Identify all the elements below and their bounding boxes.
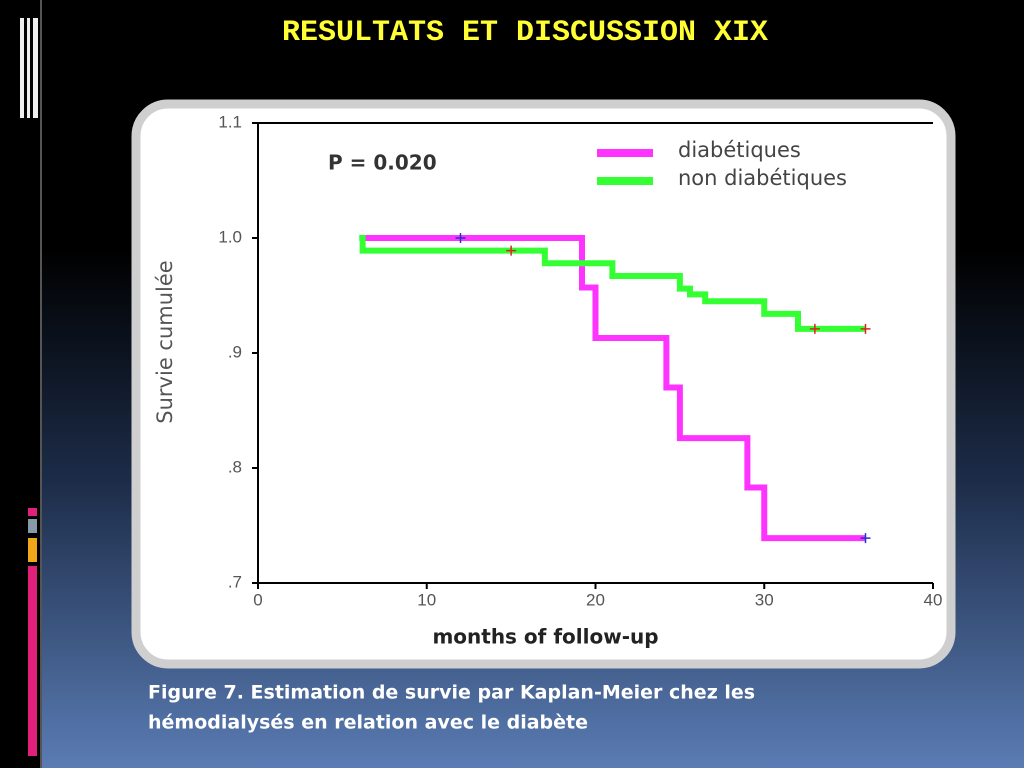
deco bbox=[28, 538, 37, 562]
censor-mark bbox=[860, 323, 871, 334]
deco-icon bbox=[20, 18, 38, 118]
slide-title: RESULTATS ET DISCUSSION XIX bbox=[282, 16, 768, 50]
annotation: P = 0.020 bbox=[328, 151, 437, 175]
chart-frame bbox=[131, 99, 956, 669]
x-tick-label: 30 bbox=[755, 590, 774, 609]
x-axis-label: months of follow-up bbox=[432, 625, 658, 649]
deco bbox=[28, 566, 37, 756]
x-tick-label: 0 bbox=[253, 590, 262, 609]
deco bbox=[28, 508, 37, 516]
km-curve bbox=[364, 235, 866, 542]
legend-label: non diabétiques bbox=[678, 166, 847, 190]
censor-mark bbox=[860, 533, 871, 544]
y-tick-label: 1.0 bbox=[218, 227, 242, 246]
caption-line: Figure 7. Estimation de survie par Kapla… bbox=[148, 682, 755, 704]
caption-line: hémodialysés en relation avec le diabète bbox=[148, 712, 588, 734]
y-tick-label: 1.1 bbox=[218, 112, 242, 131]
chart: 0 10 20 30 40 .7 .8 .9 1.0 1.1 months of follow-up… bbox=[153, 112, 942, 648]
censor-mark bbox=[809, 323, 820, 334]
y-tick-label: .7 bbox=[228, 572, 242, 591]
censor-mark bbox=[455, 233, 466, 243]
x-tick-label: 10 bbox=[417, 590, 436, 609]
y-tick-label: .8 bbox=[228, 457, 242, 476]
x-tick-label: 40 bbox=[924, 590, 943, 609]
legend-label: diabétiques bbox=[678, 138, 801, 162]
x-tick-label: 20 bbox=[586, 590, 605, 609]
y-axis-label: Survie cumulée bbox=[153, 260, 177, 423]
deco bbox=[28, 519, 37, 533]
y-tick-label: .9 bbox=[228, 342, 242, 361]
censor-mark bbox=[506, 245, 517, 256]
